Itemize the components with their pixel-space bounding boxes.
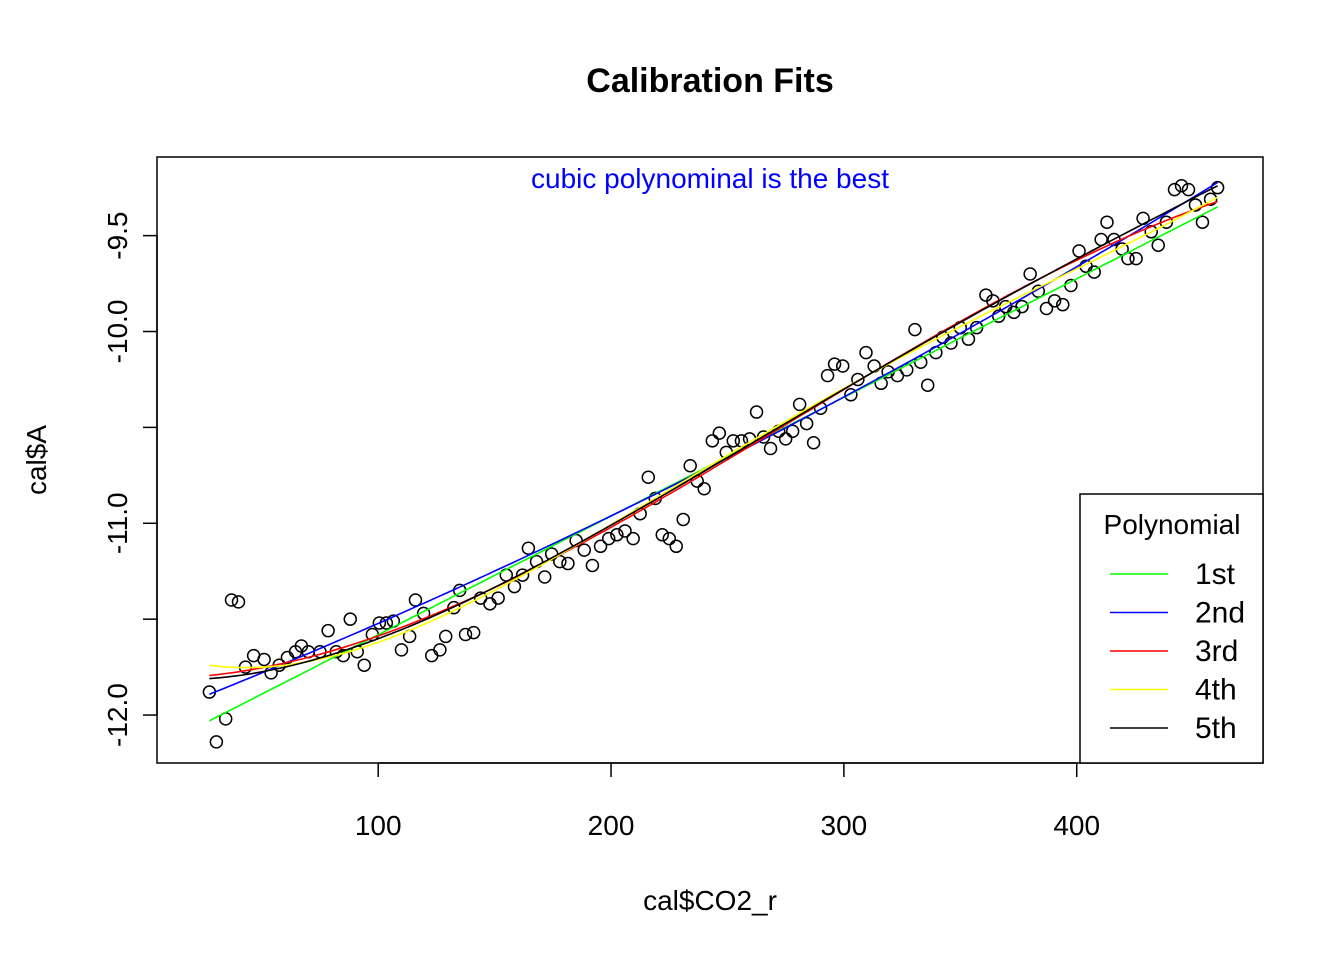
x-tick-label: 200: [588, 810, 635, 841]
data-point: [224, 593, 239, 607]
data-point: [1039, 301, 1054, 316]
data-point: [806, 435, 821, 450]
data-point: [425, 648, 439, 663]
data-point: [626, 531, 640, 546]
y-tick-label: -9.5: [102, 212, 133, 260]
data-point: [1210, 180, 1225, 195]
data-point: [944, 336, 958, 350]
data-point: [913, 355, 928, 369]
data-point: [372, 616, 387, 630]
data-point: [785, 424, 800, 438]
legend-label-2nd: 2nd: [1195, 597, 1245, 630]
data-point: [561, 556, 575, 571]
data-point: [1023, 267, 1037, 281]
data-point: [712, 426, 727, 440]
data-point: [1181, 182, 1196, 197]
legend: Polynomial 1st 2nd 3rd 4th 5th: [1079, 493, 1264, 764]
data-point: [920, 378, 935, 392]
data-point: [408, 593, 423, 607]
data-point: [1174, 179, 1189, 193]
data-point: [749, 405, 764, 419]
fit-lines: [209, 181, 1219, 722]
y-tick-label: -12.0: [102, 683, 133, 747]
data-point: [610, 528, 624, 542]
data-point: [827, 357, 842, 371]
data-point: [209, 735, 224, 749]
data-point: [961, 332, 976, 346]
data-point: [835, 359, 850, 373]
data-point: [483, 597, 497, 611]
data-point: [655, 528, 670, 542]
data-point: [778, 432, 793, 446]
legend-label-3rd: 3rd: [1195, 635, 1238, 668]
data-point: [394, 643, 409, 657]
data-point: [1167, 182, 1182, 197]
data-point: [491, 591, 505, 605]
x-tick-label: 300: [821, 810, 868, 841]
y-tick-label: -10.0: [102, 300, 133, 364]
data-point: [433, 643, 447, 657]
data-point: [676, 512, 690, 527]
data-point: [1151, 238, 1165, 252]
data-point: [343, 612, 358, 626]
data-point: [763, 441, 778, 456]
data-point: [726, 434, 741, 448]
legend-title: Polynomial: [1104, 509, 1241, 540]
legend-label-5th: 5th: [1195, 712, 1237, 745]
data-point: [1188, 198, 1203, 212]
data-point: [257, 652, 271, 667]
x-tick-label: 400: [1053, 810, 1100, 841]
chart-title: Calibration Fits: [586, 62, 833, 100]
data-point: [1056, 297, 1070, 312]
data-point: [792, 397, 807, 412]
data-point: [1100, 215, 1114, 229]
data-point: [1047, 294, 1062, 308]
data-point: [593, 539, 608, 554]
data-point: [851, 372, 865, 387]
chart-annotation: cubic polynominal is the best: [531, 163, 889, 194]
x-axis-label: cal$CO2_r: [643, 885, 777, 916]
data-point: [618, 524, 632, 538]
legend-label-1st: 1st: [1195, 558, 1236, 591]
data-point: [820, 368, 835, 383]
data-point: [231, 595, 246, 609]
data-point: [844, 388, 858, 402]
data-point: [669, 539, 683, 554]
data-point: [515, 568, 530, 582]
fit-line-2nd: [209, 181, 1219, 696]
data-point: [585, 558, 600, 573]
data-point: [1195, 215, 1210, 229]
data-point: [641, 470, 656, 485]
data-point: [662, 531, 677, 546]
x-tick-label: 100: [355, 810, 402, 841]
data-point: [438, 629, 453, 644]
data-point: [1015, 299, 1029, 314]
data-point: [859, 345, 873, 360]
data-point: [321, 623, 335, 638]
y-axis: -12.0 -11.0 -10.0 -9.5: [102, 212, 158, 747]
y-tick-label: -11.0: [102, 492, 133, 554]
data-point: [697, 482, 711, 496]
data-point: [683, 459, 697, 473]
data-point: [458, 627, 473, 642]
data-point: [601, 531, 616, 546]
legend-box: [1079, 493, 1264, 764]
data-point: [537, 570, 552, 584]
data-point: [1129, 251, 1143, 266]
fit-line-4th: [209, 196, 1218, 669]
data-point: [521, 541, 536, 555]
legend-label-4th: 4th: [1195, 674, 1237, 707]
data-point: [357, 658, 371, 672]
data-point: [705, 434, 720, 448]
data-point: [466, 625, 481, 640]
fit-line-5th: [209, 185, 1218, 680]
data-point: [908, 322, 922, 337]
data-point: [577, 543, 592, 557]
x-axis: 100 200 300 400: [355, 762, 1100, 841]
data-point: [1203, 192, 1218, 206]
y-axis-label: cal$A: [21, 425, 52, 495]
